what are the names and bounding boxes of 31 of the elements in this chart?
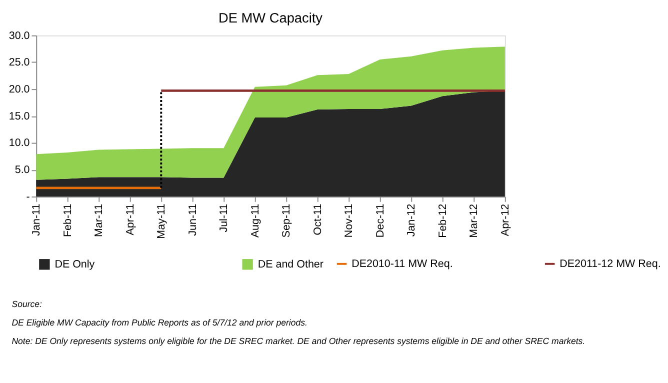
y-tick-label: 25.0	[8, 56, 30, 69]
legend-label: DE2011-12 MW Req.	[560, 258, 661, 270]
text: DE Eligible MW Capacity from Public Reports as of 5/7/12 and prior periods.	[12, 317, 308, 328]
x-tick-label: Sep-11	[280, 204, 293, 238]
x-tick-label: Feb-12	[436, 204, 449, 238]
x-tick-label: Mar-12	[468, 204, 480, 238]
x-tick-label: Nov-11	[343, 204, 356, 238]
x-tick-label: Jan-12	[406, 204, 418, 237]
x-tick-label: Jan-11	[30, 204, 43, 236]
y-tick-label: 15.0	[8, 110, 30, 122]
x-tick-label: Apr-11	[124, 204, 136, 236]
chart-title: DE MW Capacity	[218, 10, 323, 26]
legend-label: DE Only	[54, 258, 96, 270]
x-tick-label: Jun-11	[186, 204, 199, 236]
x-tick-label: Dec-11	[374, 204, 386, 238]
y-tick-label: 30.0	[8, 30, 30, 42]
x-tick-label: May-11	[156, 204, 168, 239]
x-tick-label: Oct-11	[312, 204, 324, 236]
y-tick-label: 20.0	[8, 84, 30, 96]
legend-label: DE2010-11 MW Req.	[352, 258, 453, 270]
legend-label: DE and Other	[258, 258, 324, 270]
x-tick-label: Mar-11	[93, 204, 106, 238]
x-tick-label: Apr-12	[499, 204, 512, 236]
source-note: Source:	[12, 298, 42, 309]
x-tick-label: Aug-11	[249, 204, 262, 238]
y-tick-label: 10.0	[8, 137, 30, 150]
x-tick-label: Feb-11	[62, 204, 74, 238]
text: Note: DE Only represents systems only eligible for the DE SREC market. DE and Other represents systems eligible in DE and other SREC markets.	[12, 336, 586, 346]
y-tick-label: -	[26, 190, 30, 203]
x-tick-label: Jul-11	[218, 204, 230, 232]
y-tick-label: 5.0	[14, 164, 30, 176]
